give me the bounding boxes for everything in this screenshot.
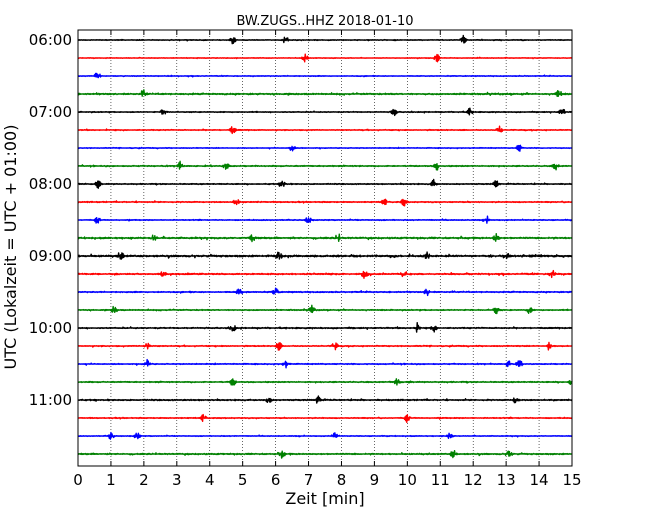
trace-1100-black [77, 395, 573, 404]
trace-0845-green [77, 232, 573, 243]
x-tick-label: 6 [271, 471, 281, 489]
trace-1000-black [77, 321, 573, 333]
trace-layer [77, 34, 573, 459]
trace-0945-green [77, 304, 573, 315]
x-tick-label: 1 [106, 471, 116, 489]
trace-0615-red [77, 53, 573, 63]
x-axis-ticks: 0 1 2 3 4 5 6 7 8 9 10 11 12 13 14 15 [73, 30, 582, 489]
trace-0630-blue [77, 72, 573, 79]
trace-0900-black [77, 251, 573, 260]
trace-0800-black [77, 178, 573, 189]
x-tick-label: 5 [238, 471, 248, 489]
trace-0815-red [77, 198, 573, 207]
x-tick-label: 15 [562, 471, 581, 489]
trace-0930-blue [77, 287, 573, 297]
y-tick-label: 06:00 [29, 31, 72, 49]
vertical-gridlines [110, 30, 540, 466]
trace-0915-red [77, 269, 573, 279]
y-tick-label: 08:00 [29, 175, 72, 193]
trace-0645-green [77, 89, 573, 97]
x-tick-label: 8 [337, 471, 347, 489]
trace-1145-green [77, 449, 573, 459]
x-tick-label: 3 [172, 471, 182, 489]
x-tick-label: 0 [73, 471, 83, 489]
trace-1045-green [77, 378, 573, 386]
x-tick-label: 7 [304, 471, 314, 489]
x-tick-label: 14 [530, 471, 549, 489]
y-tick-label: 10:00 [29, 319, 72, 337]
x-tick-label: 10 [398, 471, 417, 489]
y-tick-label: 11:00 [29, 391, 72, 409]
trace-0745-green [77, 160, 573, 171]
x-tick-label: 2 [139, 471, 149, 489]
chart-title: BW.ZUGS..HHZ 2018-01-10 [236, 14, 413, 29]
x-tick-label: 9 [370, 471, 380, 489]
plot-frame [77, 29, 573, 467]
trace-1015-red [77, 341, 573, 351]
y-axis-label: UTC (Lokalzeit = UTC + 01:00) [1, 125, 20, 370]
y-tick-label: 09:00 [29, 247, 72, 265]
trace-1030-blue [77, 358, 573, 369]
x-tick-label: 11 [431, 471, 450, 489]
trace-1115-red [77, 413, 573, 423]
y-axis-ticks: 06:00 07:00 08:00 09:00 10:00 11:00 [29, 31, 83, 409]
y-tick-label: 07:00 [29, 103, 72, 121]
trace-0715-red [77, 125, 573, 135]
trace-1130-blue [77, 431, 573, 440]
x-tick-label: 13 [497, 471, 516, 489]
x-tick-label: 12 [464, 471, 483, 489]
x-axis-label: Zeit [min] [285, 489, 364, 508]
trace-0830-blue [77, 215, 573, 224]
x-tick-label: 4 [205, 471, 215, 489]
trace-0600-black [77, 34, 573, 45]
trace-0700-black [77, 107, 573, 117]
trace-0730-blue [77, 144, 573, 152]
